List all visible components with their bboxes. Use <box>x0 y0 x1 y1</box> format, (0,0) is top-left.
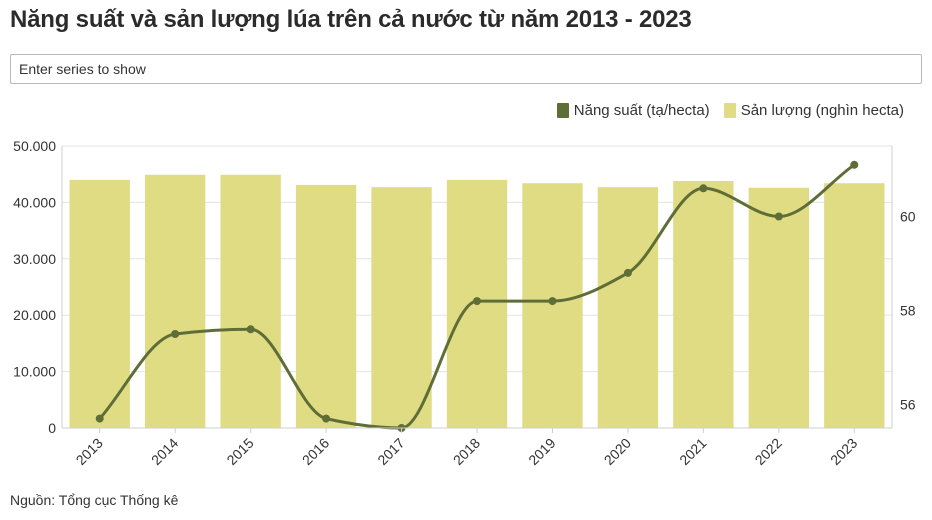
y-left-tick-label: 50.000 <box>13 138 56 154</box>
yield-point <box>623 268 632 277</box>
x-tick-label: 2020 <box>601 435 634 468</box>
y-right-tick-label: 60 <box>900 209 916 225</box>
y-left-tick-label: 20.000 <box>13 307 56 323</box>
legend-swatch-yield <box>556 103 569 118</box>
source-note: Nguồn: Tổng cục Thống kê <box>10 492 179 508</box>
x-tick-label: 2015 <box>223 435 256 468</box>
bar <box>220 174 281 428</box>
yield-point <box>548 297 557 306</box>
legend-label-output: Sản lượng (nghìn hecta) <box>740 102 904 119</box>
y-left-tick-label: 10.000 <box>13 364 56 380</box>
x-tick-label: 2014 <box>148 435 181 468</box>
line-series <box>95 160 859 432</box>
y-right-tick-label: 58 <box>900 303 916 319</box>
y-left-tick-label: 40.000 <box>13 194 56 210</box>
x-tick-label: 2016 <box>299 435 332 468</box>
x-tick-label: 2017 <box>374 435 407 468</box>
legend-swatch-output <box>723 103 736 118</box>
bar <box>371 187 432 428</box>
yield-point <box>850 160 859 169</box>
combo-chart: 0 10.000 20.000 30.000 40.000 50.000 56 58 60 201… <box>13 138 916 468</box>
bar <box>748 187 809 428</box>
bar <box>522 183 583 428</box>
yield-point <box>473 297 481 306</box>
x-tick-label: 2013 <box>73 435 106 468</box>
y-right-tick-label: 56 <box>900 397 916 413</box>
bar-series <box>69 174 885 428</box>
y-left-tick-label: 0 <box>48 420 56 436</box>
x-tick-label: 2022 <box>752 435 785 468</box>
x-tick-label: 2023 <box>827 435 860 468</box>
x-tick-label: 2021 <box>676 435 709 468</box>
series-search-input[interactable] <box>10 54 922 84</box>
yield-point <box>171 330 180 338</box>
bar <box>145 174 206 428</box>
yield-point <box>322 414 331 423</box>
y-left-tick-label: 30.000 <box>13 251 56 267</box>
bar <box>673 180 734 428</box>
chart-title: Năng suất và sản lượng lúa trên cả nước … <box>10 6 692 33</box>
yield-point <box>774 212 783 221</box>
bar <box>597 187 659 428</box>
chart-legend: Năng suất (tạ/hecta) Sản lượng (nghìn he… <box>556 102 904 119</box>
x-tick-label: 2019 <box>525 435 558 468</box>
yield-point <box>246 325 255 334</box>
legend-label-yield: Năng suất (tạ/hecta) <box>573 102 710 119</box>
yield-line <box>98 163 856 430</box>
x-tick-label: 2018 <box>450 435 483 468</box>
bar <box>69 179 130 428</box>
bar <box>824 183 885 428</box>
yield-point <box>95 414 104 423</box>
yield-point <box>699 184 708 193</box>
legend-item-output[interactable]: Sản lượng (nghìn hecta) <box>723 102 904 119</box>
legend-item-yield[interactable]: Năng suất (tạ/hecta) <box>556 102 710 119</box>
bar <box>295 184 357 428</box>
